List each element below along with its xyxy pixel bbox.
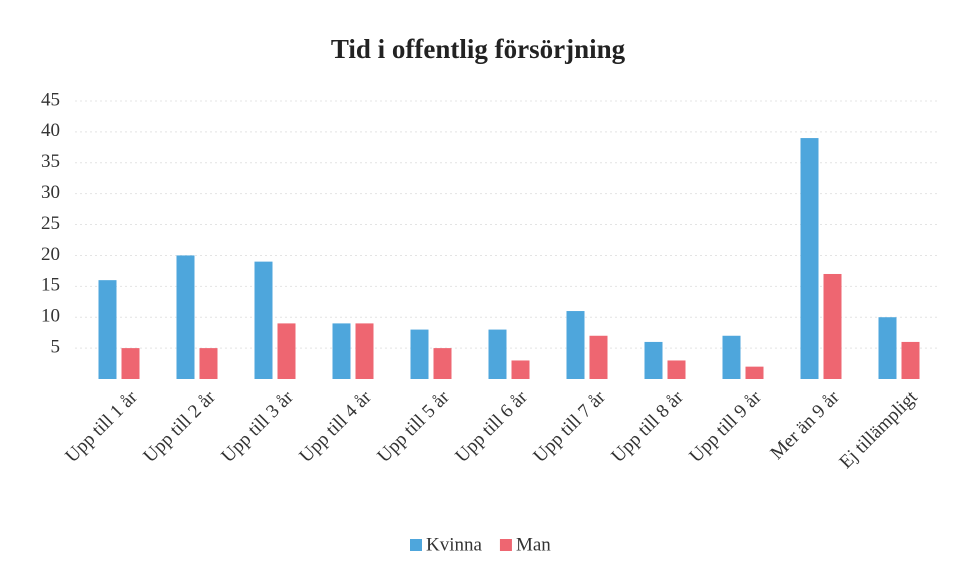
y-tick-label: 35 (41, 151, 60, 172)
bar (410, 329, 429, 379)
bar (277, 323, 296, 379)
bar (901, 341, 920, 379)
x-tick-label: Upp till 5 år (373, 386, 454, 467)
y-tick-label: 5 (51, 336, 61, 357)
x-tick-label: Mer än 9 år (766, 386, 844, 464)
bar (667, 360, 686, 379)
bar (199, 348, 218, 379)
x-tick-label: Ej tillämpligt (835, 386, 922, 473)
x-tick-label: Upp till 8 år (607, 386, 688, 467)
x-tick-label: Upp till 1 år (61, 386, 142, 467)
x-tick-label: Upp till 3 år (217, 386, 298, 467)
y-tick-label: 45 (41, 89, 60, 110)
bar (98, 280, 117, 379)
bar (332, 323, 351, 379)
bar (823, 273, 842, 379)
bar (589, 335, 608, 379)
y-tick-label: 30 (41, 182, 60, 203)
bar (878, 317, 897, 379)
bar (644, 341, 663, 379)
x-tick-label: Upp till 2 år (139, 386, 220, 467)
legend-swatch (410, 539, 422, 551)
bar (511, 360, 530, 379)
x-tick-label: Upp till 9 år (685, 386, 766, 467)
legend-label: Kvinna (426, 534, 483, 555)
x-tick-label: Upp till 6 år (451, 386, 532, 467)
bar (722, 335, 741, 379)
bar (745, 366, 764, 379)
bar (254, 261, 273, 379)
y-tick-label: 25 (41, 213, 60, 234)
y-tick-label: 10 (41, 306, 60, 327)
chart-title: Tid i offentlig försörjning (331, 34, 626, 64)
bar (433, 348, 452, 379)
y-tick-label: 20 (41, 244, 60, 265)
bar (800, 138, 819, 379)
legend-label: Man (516, 534, 551, 555)
bar (488, 329, 507, 379)
x-tick-label: Upp till 7 år (529, 386, 610, 467)
bar (355, 323, 374, 379)
bar (566, 311, 585, 379)
legend-swatch (499, 539, 512, 551)
x-tick-label: Upp till 4 år (295, 386, 376, 467)
y-tick-label: 15 (41, 275, 60, 296)
y-tick-label: 40 (41, 120, 60, 141)
bar (121, 348, 140, 379)
bar (176, 255, 195, 379)
